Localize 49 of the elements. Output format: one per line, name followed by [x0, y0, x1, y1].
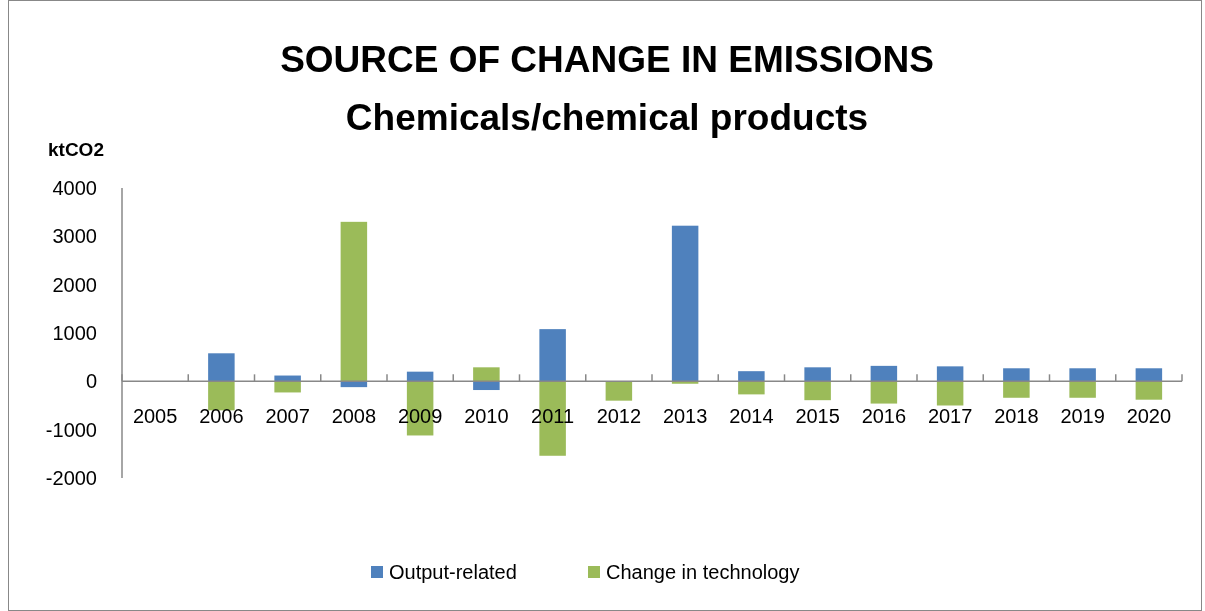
bar: [1135, 381, 1163, 400]
bar: [804, 367, 831, 382]
x-tick-label: 2015: [795, 405, 840, 428]
chart-title: SOURCE OF CHANGE IN EMISSIONS Chemicals/chemical products: [280, 39, 934, 138]
x-tick-label: 2014: [729, 405, 774, 428]
y-tick-label: 4000: [52, 177, 97, 199]
bar: [671, 225, 699, 382]
x-tick-label: 2007: [265, 405, 310, 428]
x-tick-label: 2020: [1126, 405, 1172, 428]
bar: [473, 381, 500, 391]
bar: [936, 366, 964, 382]
bar: [208, 381, 235, 411]
x-tick-label: 2016: [861, 405, 907, 428]
x-tick-label: 2017: [927, 405, 973, 428]
bar: [274, 381, 301, 393]
legend-label: Change in technology: [606, 561, 800, 583]
x-tick-label: 2018: [994, 405, 1039, 428]
y-tick-label: 2000: [52, 273, 97, 296]
x-tick-label: 2005: [132, 405, 178, 428]
x-tick-label: 2019: [1060, 405, 1105, 428]
bar: [1135, 368, 1163, 382]
x-tick-label: 2006: [199, 405, 244, 428]
bar: [340, 221, 368, 382]
bar: [870, 381, 898, 404]
bar: [1003, 368, 1030, 382]
bar: [1069, 381, 1096, 398]
bar: [605, 381, 633, 401]
y-tick-label: 0: [85, 370, 97, 393]
bar: [1069, 368, 1096, 382]
bar: [738, 371, 765, 382]
y-tick-label: 3000: [52, 225, 97, 248]
x-tick-label: 2010: [464, 405, 509, 428]
x-tick-label: 2008: [331, 405, 377, 428]
bar: [473, 367, 500, 382]
bar: [870, 365, 898, 382]
bar: [1003, 381, 1030, 398]
x-tick-label: 2013: [662, 405, 708, 428]
bar: [936, 381, 964, 406]
bar: [208, 353, 235, 382]
legend-label: Output-related: [389, 561, 517, 583]
bar: [539, 329, 566, 382]
bar: [406, 371, 434, 382]
bar: [738, 381, 765, 395]
bar: [804, 381, 831, 401]
y-tick-label: -2000: [45, 467, 97, 489]
y-tick-label: -1000: [45, 418, 97, 441]
y-axis-title: ktCO2: [48, 139, 104, 160]
x-tick-label: 2012: [596, 405, 642, 428]
y-tick-label: 1000: [52, 322, 97, 344]
